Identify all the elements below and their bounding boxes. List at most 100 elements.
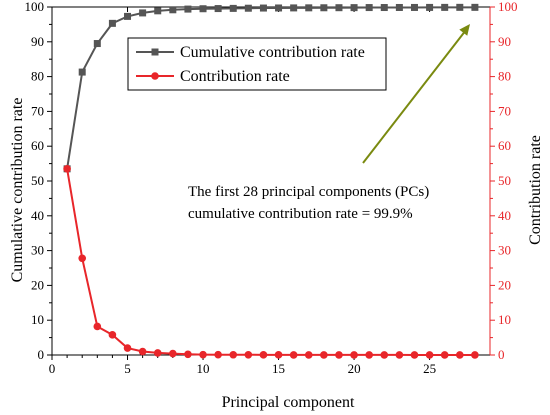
x-axis-title: Principal component [222, 394, 355, 411]
data-point-square [214, 5, 222, 13]
legend-box [127, 37, 387, 91]
right-y-tick-label: 0 [498, 347, 505, 362]
right-y-tick-label: 30 [498, 243, 511, 258]
left-y-tick-label: 60 [31, 138, 44, 153]
series-contribution [63, 165, 479, 359]
data-point-circle [365, 351, 373, 359]
data-point-circle [93, 322, 102, 331]
data-point-circle [320, 351, 328, 359]
left-y-tick-label: 70 [31, 103, 44, 118]
data-point-square [290, 4, 298, 12]
data-point-circle [169, 349, 177, 358]
data-point-circle [63, 165, 71, 173]
left-y-tick-label: 80 [31, 69, 44, 84]
annotation-arrow-head [459, 24, 470, 36]
data-point-circle [78, 254, 87, 263]
annotation: The first 28 principal components (PCs) … [188, 24, 470, 222]
legend: Cumulative contribution rate Contribution… [127, 37, 387, 91]
data-point-circle [335, 351, 343, 359]
left-y-tick-label: 10 [31, 312, 44, 327]
legend-label: Cumulative contribution rate [180, 44, 365, 61]
data-point-circle [138, 347, 147, 356]
legend-marker-circle [151, 72, 159, 80]
data-point-square [275, 4, 283, 12]
annotation-line-1: The first 28 principal components (PCs) [188, 184, 429, 200]
data-point-circle [395, 351, 404, 359]
data-point-square [410, 3, 418, 11]
right-y-tick-label: 10 [498, 312, 511, 327]
data-point-circle [440, 351, 449, 359]
data-point-square [93, 40, 101, 48]
data-point-circle [153, 349, 162, 357]
data-point-square [395, 3, 403, 11]
data-point-square [380, 4, 388, 12]
x-tick-label: 25 [423, 361, 436, 376]
data-point-square [199, 5, 207, 13]
right-y-axis-title: Contribution rate [527, 135, 544, 245]
data-point-square [441, 3, 449, 11]
right-y-tick-label: 100 [498, 0, 518, 14]
data-point-circle [259, 351, 268, 359]
data-point-square [259, 4, 267, 12]
data-point-circle [380, 351, 389, 359]
data-point-square [335, 4, 343, 12]
data-point-square [78, 68, 86, 76]
left-y-tick-label: 40 [31, 208, 44, 223]
data-point-square [471, 3, 479, 11]
right-y-tick-label: 20 [498, 277, 511, 292]
left-y-tick-label: 20 [31, 277, 44, 292]
data-point-circle [274, 351, 283, 359]
data-point-square [305, 4, 313, 12]
right-y-tick-label: 80 [498, 69, 511, 84]
data-point-circle [214, 350, 222, 359]
data-point-circle [289, 351, 298, 359]
x-tick-label: 10 [197, 361, 210, 376]
x-tick-label: 20 [348, 361, 361, 376]
data-point-square [124, 12, 132, 20]
data-point-square [456, 3, 464, 11]
left-y-tick-label: 50 [31, 173, 44, 188]
data-point-square [154, 7, 162, 15]
x-tick-label: 5 [124, 361, 131, 376]
left-y-tick-label: 0 [38, 347, 45, 362]
series-line [66, 168, 475, 356]
left-y-tick-label: 100 [25, 0, 45, 14]
series-layer [63, 3, 479, 359]
annotation-line-2: cumulative contribution rate = 99.9% [188, 206, 413, 222]
x-tick-label: 0 [49, 361, 56, 376]
data-point-square [184, 5, 192, 13]
data-point-circle [304, 351, 313, 359]
data-point-circle [229, 350, 238, 359]
series-cumulative [63, 3, 479, 173]
data-point-square [350, 4, 358, 12]
right-y-tick-label: 40 [498, 208, 511, 223]
data-point-circle [123, 344, 132, 352]
right-y-axis-ticks: 0 10 20 30 40 50 60 70 80 90 100 [490, 0, 518, 362]
data-point-square [169, 6, 177, 14]
series-line [66, 6, 475, 169]
right-y-tick-label: 90 [498, 34, 511, 49]
data-point-circle [455, 351, 464, 359]
data-point-square [365, 4, 373, 12]
right-y-tick-label: 70 [498, 103, 511, 118]
data-point-square [139, 9, 147, 17]
data-point-circle [410, 351, 419, 359]
left-y-tick-label: 90 [31, 34, 44, 49]
data-point-circle [471, 351, 479, 359]
data-point-circle [108, 331, 117, 339]
data-point-square [108, 19, 116, 27]
left-y-axis-ticks: 0 10 20 30 40 50 60 70 80 90 100 [25, 0, 52, 362]
right-y-tick-label: 50 [498, 173, 511, 188]
left-y-tick-label: 30 [31, 243, 44, 258]
data-point-circle [244, 350, 253, 359]
x-tick-label: 15 [272, 361, 285, 376]
data-point-square [320, 4, 328, 12]
data-point-circle [350, 351, 358, 359]
right-y-tick-label: 60 [498, 138, 511, 153]
legend-marker-square [151, 48, 159, 56]
left-y-axis-title: Cumulative contribution rate [9, 98, 26, 283]
data-point-square [244, 4, 252, 12]
data-point-circle [199, 350, 207, 359]
data-point-square [229, 4, 237, 12]
